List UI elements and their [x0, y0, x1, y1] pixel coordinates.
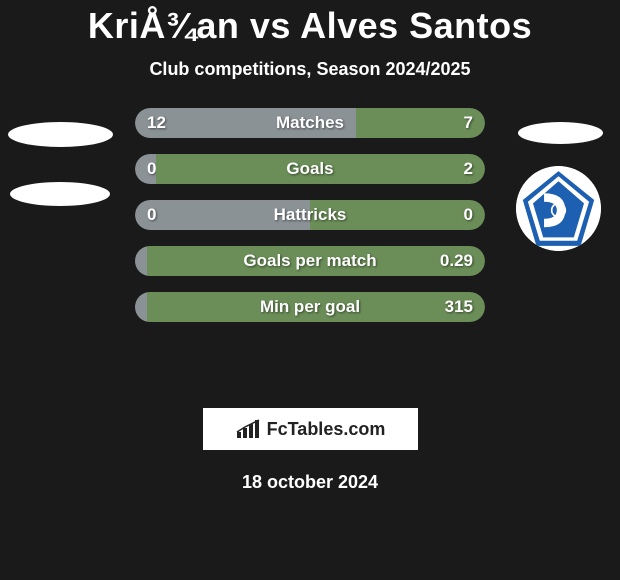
stat-right-value: 7: [464, 113, 473, 133]
page-title: KriÅ¾an vs Alves Santos: [0, 5, 620, 47]
stat-left-value: 0: [147, 205, 156, 225]
stat-bars: 12 7 Matches 0 2 Goals 0 0 Hattricks 0.29 Goals pe…: [135, 108, 485, 338]
stat-bar: 0.29 Goals per match: [135, 246, 485, 276]
stat-right-value: 2: [464, 159, 473, 179]
left-club-badge-1: [8, 122, 113, 147]
stat-bar: 0 2 Goals: [135, 154, 485, 184]
right-club-badge-1: [518, 122, 603, 144]
stat-right-value: 0: [464, 205, 473, 225]
brand-box: FcTables.com: [203, 408, 418, 450]
stat-label: Goals: [286, 159, 333, 179]
stat-bar: 12 7 Matches: [135, 108, 485, 138]
stat-label: Hattricks: [274, 205, 347, 225]
stat-right-value: 0.29: [440, 251, 473, 271]
subtitle: Club competitions, Season 2024/2025: [0, 59, 620, 80]
left-club-badge-2: [10, 182, 110, 206]
comparison-area: 12 7 Matches 0 2 Goals 0 0 Hattricks 0.29 Goals pe…: [0, 108, 620, 408]
stat-bar: 0 0 Hattricks: [135, 200, 485, 230]
right-badges-column: [500, 108, 620, 251]
stat-label: Min per goal: [260, 297, 360, 317]
main-container: KriÅ¾an vs Alves Santos Club competition…: [0, 0, 620, 493]
stat-left-value: 12: [147, 113, 166, 133]
stat-label: Matches: [276, 113, 344, 133]
dynamo-crest-icon: [516, 166, 601, 251]
stat-bar-left: [135, 292, 147, 322]
stat-bar-left: 0: [135, 154, 156, 184]
stat-bar: 315 Min per goal: [135, 292, 485, 322]
brand-chart-icon: [235, 418, 261, 440]
stat-bar-right: 7: [356, 108, 486, 138]
stat-label: Goals per match: [243, 251, 376, 271]
right-club-badge-2: [516, 166, 601, 251]
brand-label: FcTables.com: [267, 419, 386, 440]
stat-right-value: 315: [445, 297, 473, 317]
stat-bar-left: [135, 246, 147, 276]
date-label: 18 october 2024: [0, 472, 620, 493]
left-badges-column: [0, 108, 120, 206]
